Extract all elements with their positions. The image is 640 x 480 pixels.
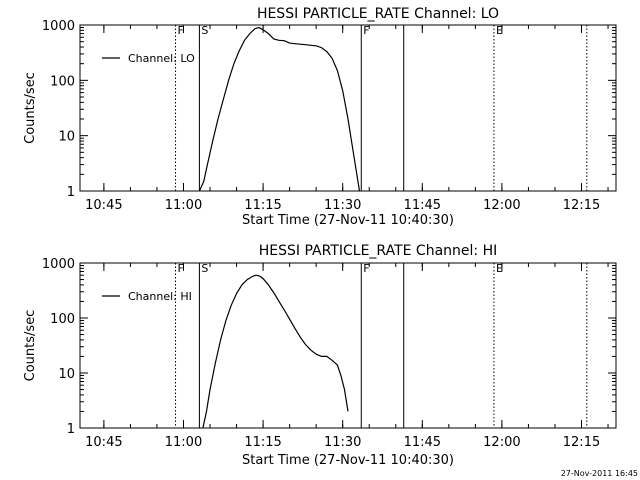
series-line xyxy=(202,274,349,429)
plot-frame xyxy=(79,24,617,192)
legend-label: Channel: LO xyxy=(128,52,195,65)
x-tick-label: 10:45 xyxy=(85,435,122,450)
x-tick-label: 12:15 xyxy=(563,198,600,213)
x-tick-label: 11:45 xyxy=(404,435,441,450)
legend-label: Channel: HI xyxy=(128,290,192,303)
event-marker-label: F xyxy=(363,262,369,275)
x-tick-label: 11:00 xyxy=(165,198,202,213)
y-tick-label: 10 xyxy=(58,367,75,382)
chart-title: HESSI PARTICLE_RATE Channel: LO xyxy=(257,6,499,22)
footer-timestamp: 27-Nov-2011 16:45 xyxy=(561,469,638,478)
x-tick-label: 10:45 xyxy=(85,198,122,213)
y-tick-label: 1000 xyxy=(42,257,75,272)
series-line xyxy=(198,26,361,192)
chart-title: HESSI PARTICLE_RATE Channel: HI xyxy=(259,243,497,259)
y-tick-label: 100 xyxy=(50,312,75,327)
y-tick-label: 100 xyxy=(50,74,75,89)
event-marker-label: F xyxy=(178,262,184,275)
y-axis-label: Counts/sec xyxy=(23,72,38,144)
event-marker-label: E xyxy=(496,262,503,275)
event-marker-label: E xyxy=(496,24,503,37)
x-tick-label: 11:30 xyxy=(324,198,361,213)
x-tick-label: 11:15 xyxy=(244,435,281,450)
x-axis-label: Start Time (27-Nov-11 10:40:30) xyxy=(242,213,454,228)
y-tick-label: 10 xyxy=(58,130,75,145)
x-tick-label: 11:30 xyxy=(324,435,361,450)
x-tick-label: 12:15 xyxy=(563,435,600,450)
x-axis-label: Start Time (27-Nov-11 10:40:30) xyxy=(242,453,454,468)
x-tick-label: 11:00 xyxy=(165,435,202,450)
event-marker-label: S xyxy=(201,24,208,37)
x-tick-label: 12:00 xyxy=(483,198,520,213)
x-tick-label: 12:00 xyxy=(483,435,520,450)
y-axis-label: Counts/sec xyxy=(23,310,38,382)
plot-frame xyxy=(79,262,617,429)
event-marker-label: F xyxy=(178,24,184,37)
lo-channel-panel: HESSI PARTICLE_RATE Channel: LO 10:45 11:0… xyxy=(23,6,617,228)
event-marker-label: S xyxy=(201,262,208,275)
y-tick-label: 1000 xyxy=(42,19,75,34)
x-tick-label: 11:45 xyxy=(404,198,441,213)
event-marker-label: F xyxy=(363,24,369,37)
y-tick-label: 1 xyxy=(67,422,75,437)
x-tick-label: 11:15 xyxy=(244,198,281,213)
hi-channel-panel: HESSI PARTICLE_RATE Channel: HI 10:45 11:0… xyxy=(23,243,617,468)
y-tick-label: 1 xyxy=(67,185,75,200)
